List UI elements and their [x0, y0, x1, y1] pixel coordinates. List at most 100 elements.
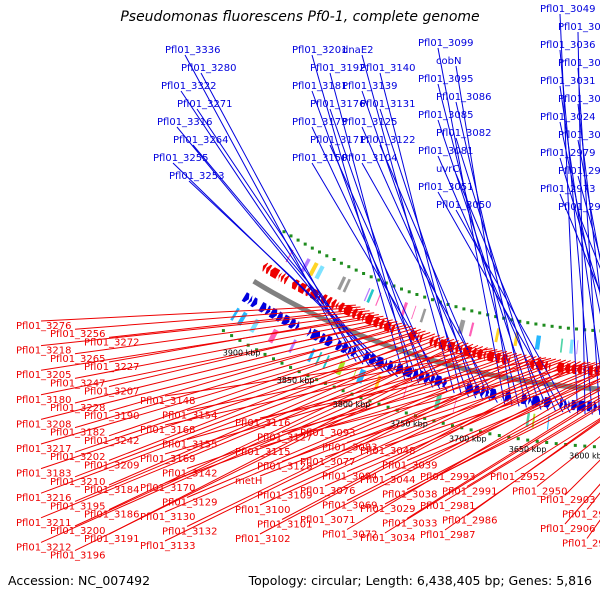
forward-leader-line	[361, 126, 484, 400]
reverse-leader-line	[444, 407, 600, 502]
reverse-gene-label: Pfl01_2981	[420, 501, 476, 512]
reverse-leader-line	[444, 394, 600, 473]
reverse-gene-label: Pfl01_3212	[16, 542, 72, 553]
reverse-leader-line	[406, 387, 600, 490]
forward-gene-15	[340, 342, 348, 354]
forward-gene-label: Pfl01_2979	[540, 148, 596, 159]
reverse-leader-line	[324, 361, 591, 429]
ruler-dot	[282, 230, 286, 234]
reverse-leader-line	[186, 349, 498, 411]
reverse-leader-line	[108, 308, 366, 338]
reverse-leader-line	[186, 351, 508, 440]
reverse-gene-label: Pfl01_3191	[84, 534, 140, 545]
reverse-leader-line	[74, 312, 375, 355]
forward-gene-35	[485, 387, 490, 398]
circular-genome-map: 3900 kbp 3850 kbp 3800 kbp 3750 kbp 3700 kbp…	[16, 4, 600, 562]
forward-leader-line	[311, 162, 448, 392]
inner-feature-band-17	[559, 338, 564, 353]
forward-gene-29	[429, 373, 435, 384]
forward-gene-40	[527, 394, 531, 405]
forward-leader-line	[437, 119, 535, 409]
reverse-leader-line	[466, 405, 600, 487]
ruler-dot	[339, 261, 343, 265]
ruler-dot	[221, 329, 225, 333]
ruler-dot	[432, 419, 436, 423]
inner-feature-band-11	[419, 308, 427, 323]
reverse-gene-label: Pfl01_3132	[162, 527, 218, 538]
reverse-leader-line	[74, 317, 389, 379]
reverse-leader-line	[346, 364, 600, 472]
inner-feature-band-2	[308, 262, 319, 277]
reverse-leader-line	[40, 315, 384, 371]
ruler-dot	[554, 442, 558, 446]
ruler-dot	[272, 357, 275, 361]
forward-gene-label: Pfl01_3095	[418, 74, 474, 85]
forward-gene-label: Pfl01_2973	[540, 184, 596, 195]
ruler-dot	[289, 234, 293, 238]
ruler-dot	[470, 309, 474, 313]
reverse-leader-line	[164, 348, 493, 397]
forward-gene-label: Pfl01_3253	[169, 171, 225, 182]
ruler-dot	[558, 325, 562, 329]
kbp-tick-label: 3850 kbp	[277, 376, 315, 385]
ruler-dot	[325, 254, 329, 258]
forward-gene-label: Pfl01_3173	[292, 117, 348, 128]
forward-gene-label: Pfl01_3255	[153, 153, 209, 164]
reverse-gene-label: Pfl01_3101	[257, 520, 313, 531]
inner-feature-band-14	[494, 328, 501, 343]
forward-gene-label: Pfl01_3046	[558, 22, 600, 33]
reverse-gene-label: Pfl01_3154	[162, 411, 218, 422]
ruler-dot	[369, 275, 373, 279]
reverse-leader-line	[186, 352, 517, 469]
outer-feature-band-12	[402, 384, 408, 399]
reverse-leader-line	[384, 380, 600, 476]
reverse-gene-label: Pfl01_3130	[140, 512, 196, 523]
reverse-gene-label: Pfl01_3076	[300, 486, 356, 497]
forward-gene-label: Pfl01_3024	[540, 112, 596, 123]
ruler-dot	[516, 437, 520, 441]
reverse-gene-4	[280, 273, 287, 283]
reverse-gene-label: Pfl01_3093	[300, 428, 356, 439]
forward-gene-2	[250, 297, 258, 308]
reverse-leader-line	[384, 399, 600, 534]
reverse-gene-label: Pfl01_3077	[300, 457, 356, 468]
reverse-gene-15	[338, 302, 345, 313]
reverse-gene-label: Pfl01_3180	[16, 395, 72, 406]
reverse-gene-label: Pfl01_3209	[84, 460, 140, 471]
ruler-dot	[332, 258, 336, 261]
reverse-leader-line	[164, 356, 542, 542]
inner-feature-band-8	[375, 292, 382, 306]
ruler-dot	[407, 290, 411, 294]
forward-gene-label: Pfl01_2977	[558, 166, 600, 177]
reverse-leader-line	[259, 360, 576, 506]
ruler-dot	[545, 441, 549, 444]
reverse-leader-line	[74, 336, 445, 478]
reverse-gene-label: Pfl01_3272	[84, 337, 140, 348]
label-leader-lines	[40, 13, 600, 552]
reverse-gene-label: Pfl01_3039	[382, 461, 438, 472]
reverse-gene-label: Pfl01_3211	[16, 518, 72, 529]
reverse-leader-line	[40, 321, 398, 396]
ruler-dot	[354, 268, 358, 272]
reverse-leader-line	[40, 325, 412, 420]
reverse-leader-line	[164, 355, 532, 513]
reverse-gene-label: Pfl01_3227	[84, 362, 140, 373]
reverse-gene-5	[284, 275, 290, 285]
reverse-leader-line	[384, 373, 600, 447]
ruler-dot	[535, 439, 539, 443]
forward-gene-0	[241, 292, 250, 303]
forward-leader-line	[437, 83, 520, 407]
forward-gene-label: Pfl01_3035	[558, 58, 600, 69]
reverse-leader-line	[259, 359, 566, 477]
reverse-gene-27	[419, 333, 424, 343]
inner-feature-band-10	[411, 305, 417, 320]
outer-feature-band-6	[314, 351, 323, 366]
reverse-gene-label: Pfl01_3155	[162, 440, 218, 451]
genome-stats-text: Topology: circular; Length: 6,438,405 bp…	[248, 573, 592, 588]
reverse-leader-line	[444, 421, 600, 531]
reverse-gene-label: Pfl01_3029	[360, 504, 416, 515]
forward-gene-label: Pfl01_3271	[177, 99, 233, 110]
forward-leader-line	[455, 173, 557, 412]
ruler-dot	[255, 348, 259, 352]
reverse-leader-line	[281, 359, 562, 462]
